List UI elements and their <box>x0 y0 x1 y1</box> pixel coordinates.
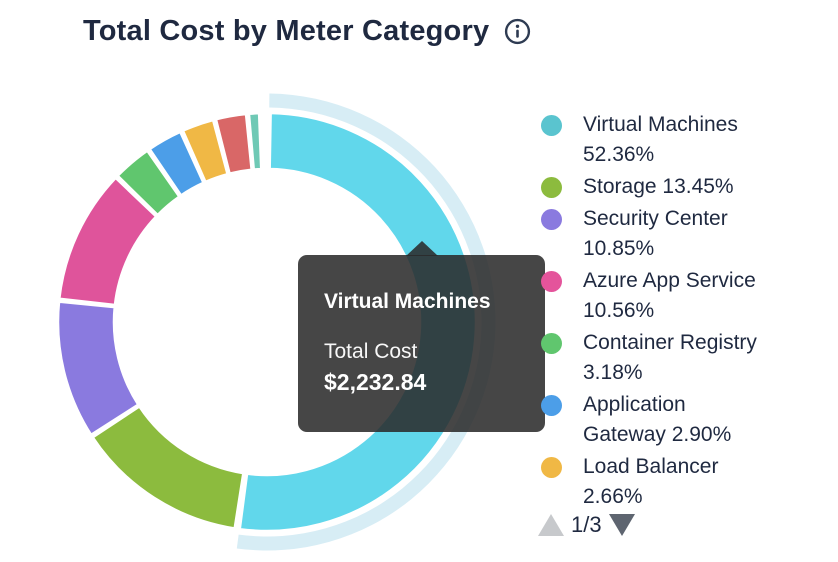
legend-label: Virtual Machines 52.36% <box>583 113 738 166</box>
legend-color-dot <box>541 271 562 292</box>
legend-item-azure-app-service[interactable]: Azure App Service 10.56% <box>541 266 821 326</box>
info-icon[interactable] <box>504 18 531 45</box>
legend-color-dot <box>541 333 562 354</box>
legend-label: Azure App Service 10.56% <box>583 269 756 322</box>
legend-label: Storage 13.45% <box>583 175 734 198</box>
legend-color-dot <box>541 209 562 230</box>
legend-label: Load Balancer 2.66% <box>583 455 719 506</box>
legend-item-container-registry[interactable]: Container Registry 3.18% <box>541 328 821 388</box>
page-indicator: 1/3 <box>571 512 602 537</box>
tooltip-label: Total Cost <box>324 340 418 363</box>
donut-segment-load-balancer[interactable] <box>181 118 229 184</box>
legend-item-security-center[interactable]: Security Center 10.85% <box>541 204 821 264</box>
donut-segment-storage[interactable] <box>91 405 245 530</box>
page-up-icon[interactable] <box>538 514 564 536</box>
donut-segment-application-gateway[interactable] <box>148 130 205 197</box>
legend-color-dot <box>541 457 562 478</box>
legend-item-application-gateway[interactable]: Application Gateway 2.90% <box>541 390 821 450</box>
legend-label: Container Registry 3.18% <box>583 331 757 384</box>
legend-item-virtual-machines[interactable]: Virtual Machines 52.36% <box>541 110 821 170</box>
legend-color-dot <box>541 177 562 198</box>
donut-segment-security-center[interactable] <box>56 300 140 437</box>
legend-label: Application Gateway 2.90% <box>583 393 732 446</box>
donut-segment-container-registry[interactable] <box>116 149 181 217</box>
legend-item-load-balancer[interactable]: Load Balancer 2.66% <box>541 452 821 506</box>
legend-color-dot <box>541 115 562 136</box>
donut-segment[interactable] <box>214 112 253 175</box>
tooltip: Virtual Machines Total Cost $2,232.84 <box>298 241 545 432</box>
chart-header: Total Cost by Meter Category <box>83 13 531 49</box>
legend: Virtual Machines 52.36% Storage 13.45% Secu… <box>541 110 821 506</box>
chart-title: Total Cost by Meter Category <box>83 15 490 47</box>
tooltip-value: $2,232.84 <box>324 369 427 395</box>
tooltip-title: Virtual Machines <box>324 290 491 313</box>
legend-color-dot <box>541 395 562 416</box>
legend-label: Security Center 10.85% <box>583 207 728 260</box>
donut-segment-azure-app-service[interactable] <box>58 176 158 307</box>
donut-segment[interactable] <box>247 111 263 171</box>
legend-item-storage[interactable]: Storage 13.45% <box>541 172 821 202</box>
legend-pagination: 1/3 <box>538 511 635 539</box>
page-down-icon[interactable] <box>608 514 635 536</box>
